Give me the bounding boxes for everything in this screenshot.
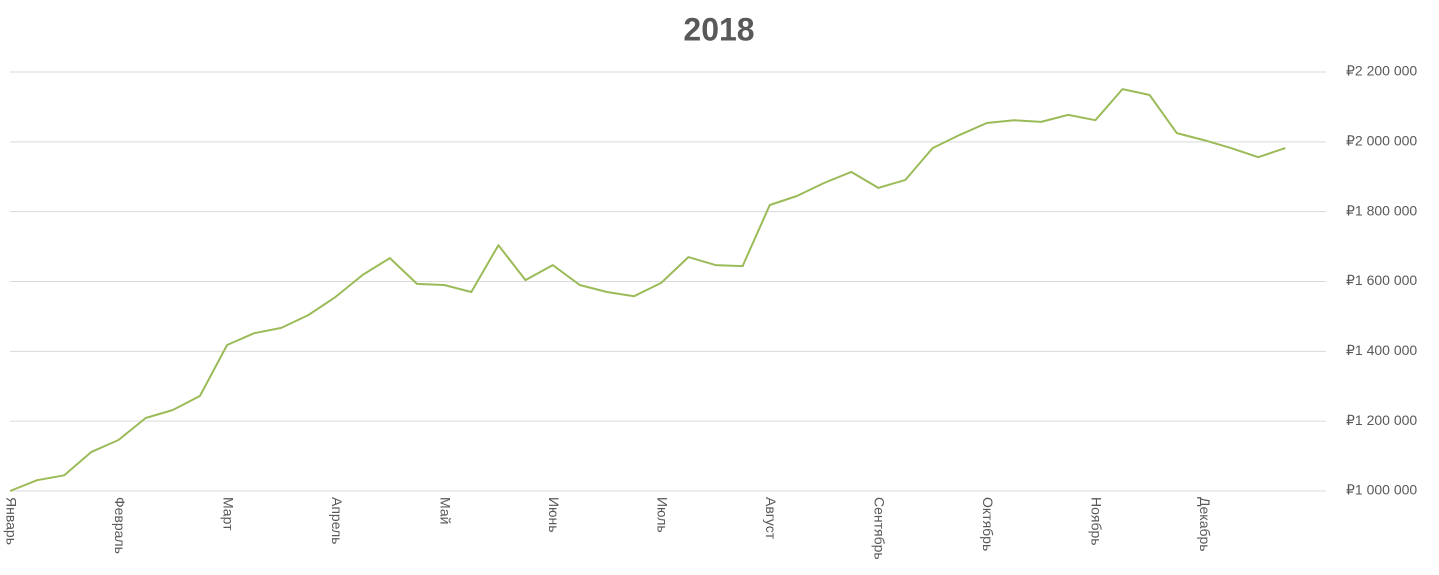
y-tick-label: ₽1 800 000 — [1346, 202, 1417, 218]
x-tick-label: Ноябрь — [1089, 497, 1105, 546]
y-tick-label: ₽1 400 000 — [1346, 342, 1417, 358]
x-tick-label: Апрель — [329, 497, 345, 545]
x-tick-label: Октябрь — [980, 497, 996, 551]
x-tick-label: Декабрь — [1197, 497, 1213, 552]
x-tick-label: Июль — [655, 497, 671, 533]
y-tick-label: ₽1 200 000 — [1346, 412, 1417, 428]
chart-title: 2018 — [683, 11, 754, 47]
y-tick-label: ₽1 000 000 — [1346, 482, 1417, 498]
x-tick-label: Февраль — [112, 497, 128, 554]
x-tick-label: Июнь — [546, 497, 562, 533]
x-tick-label: Январь — [3, 497, 19, 545]
x-tick-label: Май — [437, 497, 453, 524]
y-tick-label: ₽2 000 000 — [1346, 133, 1417, 149]
y-tick-label: ₽2 200 000 — [1346, 63, 1417, 79]
x-tick-label: Март — [220, 497, 236, 531]
x-tick-label: Сентябрь — [872, 497, 888, 560]
x-tick-label: Август — [763, 497, 779, 540]
line — [9, 88, 1286, 492]
y-tick-label: ₽1 600 000 — [1346, 272, 1417, 288]
